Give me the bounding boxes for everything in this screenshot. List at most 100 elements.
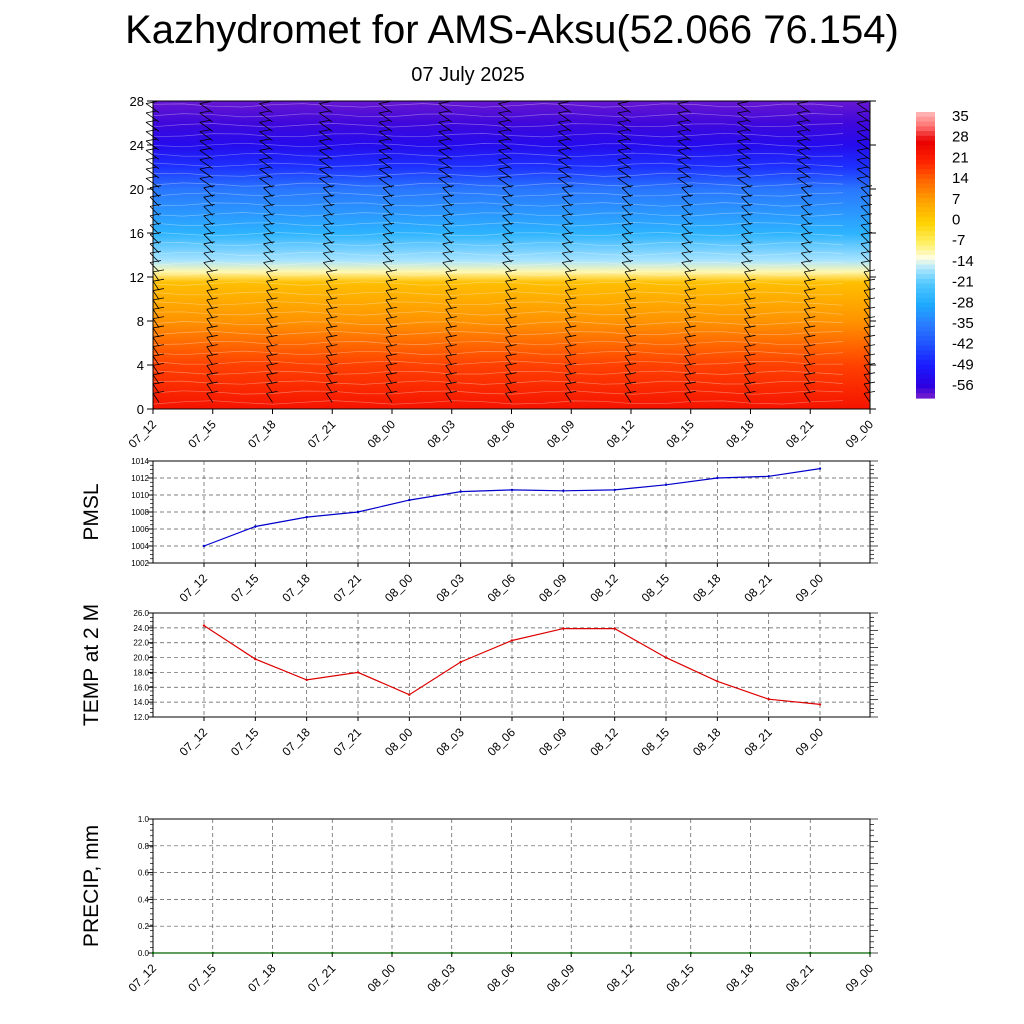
- wind-barb: [564, 374, 572, 384]
- colorbar-band: [916, 221, 935, 227]
- pmsl-data-point: [408, 498, 411, 502]
- wind-barb: [677, 149, 691, 160]
- wind-barb-flag: [617, 101, 630, 104]
- wind-barb-flag: [382, 204, 395, 207]
- temp-x-tick-label: 08_03: [433, 725, 467, 759]
- colorbar-band: [916, 140, 935, 146]
- wind-barb-flag: [797, 166, 809, 170]
- wind-barb: [564, 346, 572, 356]
- isotherm: [152, 113, 844, 118]
- wind-barb: [322, 234, 333, 244]
- wind-barb: [803, 346, 811, 356]
- isotherm: [152, 182, 844, 187]
- wind-barb: [322, 224, 333, 235]
- wind-barb: [860, 187, 871, 197]
- wind-barb-flag: [442, 194, 454, 198]
- wind-barb-flag: [558, 138, 570, 142]
- wind-barb: [319, 121, 333, 132]
- x-tick-label: 08_03: [424, 417, 458, 451]
- wind-barb-flag: [558, 147, 570, 151]
- wind-barb-flag: [621, 213, 634, 217]
- isotherm: [152, 172, 844, 177]
- colorbar-band: [916, 159, 935, 166]
- wind-barb: [319, 168, 333, 179]
- wind-barb-flag: [677, 166, 689, 170]
- wind-barb-flag: [856, 147, 869, 151]
- wind-barb: [558, 149, 572, 160]
- colorbar-band: [916, 255, 935, 261]
- colorbar-label: 21: [952, 149, 969, 166]
- wind-barbs: [145, 101, 876, 403]
- wind-barb-flag: [378, 147, 391, 151]
- wind-barb-flag: [617, 129, 630, 132]
- pmsl-data-point: [356, 510, 360, 514]
- wind-barb-flag: [263, 250, 275, 254]
- wind-barb: [266, 393, 273, 403]
- wind-barb: [505, 280, 512, 291]
- wind-barb: [445, 280, 453, 291]
- wind-barb: [266, 299, 273, 310]
- wind-barb: [681, 187, 692, 197]
- precip-data-point: [749, 951, 752, 955]
- wind-barb-flag: [259, 138, 271, 142]
- wind-barb: [445, 299, 453, 310]
- wind-barb: [621, 252, 632, 263]
- wind-barb-flag: [558, 166, 570, 170]
- wind-barb: [382, 262, 393, 272]
- wind-barb-flag: [378, 101, 391, 104]
- wind-barb: [498, 149, 512, 160]
- wind-barb-flag: [681, 185, 693, 189]
- wind-barb: [744, 290, 751, 300]
- colorbar-band: [916, 364, 935, 370]
- wind-barb: [385, 290, 393, 300]
- wind-barb: [502, 187, 512, 197]
- wind-barb: [319, 103, 333, 113]
- isotherm: [152, 212, 844, 217]
- wind-barb: [564, 383, 572, 394]
- wind-barb: [803, 337, 811, 347]
- wind-barb-flag: [263, 185, 275, 189]
- wind-barb: [325, 299, 333, 310]
- wind-barb-flag: [498, 110, 510, 114]
- wind-barb: [737, 149, 751, 160]
- wind-barb-flag: [145, 138, 158, 142]
- wind-barb: [863, 309, 871, 319]
- wind-barb: [797, 178, 811, 188]
- colorbar-band: [916, 245, 935, 251]
- wind-barb: [385, 271, 393, 282]
- wind-barb: [741, 187, 751, 197]
- wind-barb: [385, 280, 393, 291]
- precip-data-point: [271, 951, 274, 955]
- colorbar-band: [916, 226, 935, 232]
- wind-barb-flag: [677, 175, 689, 179]
- wind-barb: [505, 299, 512, 310]
- wind-barb: [382, 196, 393, 207]
- wind-barb: [203, 206, 214, 216]
- colorbar-label: 28: [952, 129, 969, 146]
- wind-barb-flag: [199, 147, 211, 151]
- wind-barb: [624, 393, 632, 403]
- wind-barb: [737, 140, 751, 151]
- colorbar-band: [916, 154, 935, 161]
- x-tick-label: 08_00: [365, 417, 399, 451]
- wind-barb-flag: [801, 213, 813, 217]
- wind-barb-flag: [621, 260, 634, 263]
- wind-barb: [505, 355, 512, 366]
- temp-data-point: [459, 660, 462, 664]
- temp-x-tick-label: 08_09: [536, 725, 570, 759]
- wind-barb: [385, 299, 393, 310]
- wind-barb: [803, 280, 811, 291]
- wind-barb: [741, 243, 751, 254]
- wind-barb: [259, 131, 273, 141]
- isotherm: [152, 261, 844, 266]
- wind-barb-flag: [319, 101, 331, 104]
- precip-x-tick-label: 07_12: [126, 961, 160, 995]
- wind-barb: [684, 393, 692, 403]
- colorbar-band: [916, 259, 935, 266]
- wind-barb: [378, 140, 393, 151]
- colorbar-band: [916, 145, 935, 151]
- wind-barb: [263, 196, 273, 207]
- wind-barb: [617, 149, 632, 160]
- colorbar-band: [916, 293, 935, 299]
- wind-barb: [149, 206, 160, 216]
